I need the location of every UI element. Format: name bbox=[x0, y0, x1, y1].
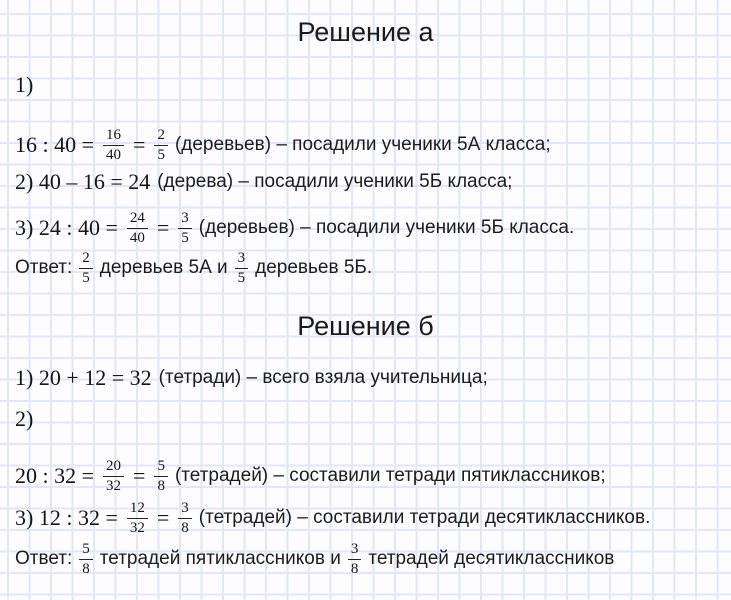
answer-label: Ответ: bbox=[15, 257, 73, 278]
fraction-denominator: 8 bbox=[347, 558, 362, 578]
fraction-numerator: 3 bbox=[181, 209, 189, 226]
answer-text: деревьев 5А и bbox=[99, 257, 228, 278]
solution-a-step1-line: 16 : 40 = 16 40 = 2 5 (деревьев) – посад… bbox=[15, 123, 731, 167]
math-lhs: 3) 12 : 32 = bbox=[15, 505, 118, 530]
fraction: 16 40 bbox=[103, 126, 125, 164]
math-expression: 1) 20 + 12 = 32 bbox=[15, 365, 152, 390]
fraction: 5 8 bbox=[79, 541, 93, 578]
fraction-numerator: 2 bbox=[82, 249, 90, 266]
fraction-denominator: 5 bbox=[154, 144, 168, 164]
equals-sign: = bbox=[156, 505, 170, 530]
fraction: 3 5 bbox=[234, 249, 249, 287]
solution-b-answer-line: Ответ: 5 8 тетрадей пятиклассников и 3 8… bbox=[15, 537, 731, 581]
fraction: 2 5 bbox=[154, 127, 168, 164]
step-description: (тетрадей) – составили тетради пятикласс… bbox=[174, 465, 606, 486]
fraction: 3 5 bbox=[178, 210, 192, 247]
step-description: (тетрадей) – составили тетради десятикла… bbox=[198, 507, 651, 528]
fraction-denominator: 5 bbox=[79, 267, 93, 287]
solution-b-step2-line: 20 : 32 = 20 32 = 5 8 (тетрадей) – соста… bbox=[15, 454, 731, 498]
step-number: 1) bbox=[15, 72, 34, 97]
fraction-numerator: 12 bbox=[129, 499, 145, 516]
fraction: 5 8 bbox=[154, 458, 168, 495]
math-expression: 2) 40 – 16 = 24 bbox=[15, 169, 151, 194]
step-description: (деревьев) – посадили ученики 5А класса; bbox=[174, 134, 551, 155]
step-number: 2) bbox=[15, 406, 34, 431]
fraction-denominator: 40 bbox=[126, 227, 148, 247]
step-description: (тетради) – всего взяла учительница; bbox=[158, 367, 488, 388]
solution-b-title: Решение б bbox=[297, 311, 434, 341]
solution-a-step3-line: 3) 24 : 40 = 24 40 = 3 5 (деревьев) – по… bbox=[15, 206, 731, 250]
fraction: 2 5 bbox=[79, 250, 93, 287]
math-lhs: 3) 24 : 40 = bbox=[15, 215, 118, 240]
fraction-numerator: 16 bbox=[106, 126, 122, 143]
fraction-denominator: 8 bbox=[154, 475, 168, 495]
fraction-denominator: 5 bbox=[234, 267, 249, 287]
fraction-numerator: 2 bbox=[157, 126, 165, 143]
step-description: (деревьев) – посадили ученики 5Б класса. bbox=[198, 217, 575, 238]
fraction-numerator: 20 bbox=[106, 457, 122, 474]
fraction: 3 8 bbox=[347, 540, 362, 578]
fraction-denominator: 8 bbox=[79, 558, 93, 578]
fraction: 24 40 bbox=[126, 209, 148, 247]
equals-sign: = bbox=[133, 132, 146, 157]
solution-a-answer-line: Ответ: 2 5 деревьев 5А и 3 5 деревьев 5Б… bbox=[15, 246, 731, 290]
answer-text: деревьев 5Б. bbox=[255, 257, 373, 278]
solution-b-step1-line: 1) 20 + 12 = 32 (тетради) – всего взяла … bbox=[15, 365, 731, 391]
fraction: 20 32 bbox=[103, 457, 125, 495]
fraction-numerator: 3 bbox=[181, 499, 189, 516]
equals-sign: = bbox=[156, 215, 170, 240]
fraction-numerator: 24 bbox=[129, 209, 145, 226]
fraction-numerator: 3 bbox=[237, 249, 246, 266]
fraction: 12 32 bbox=[126, 499, 148, 537]
fraction-numerator: 3 bbox=[350, 540, 359, 557]
fraction-denominator: 32 bbox=[103, 475, 125, 495]
fraction-denominator: 32 bbox=[126, 517, 148, 537]
solution-a-step2-line: 2) 40 – 16 = 24 (дерева) – посадили учен… bbox=[15, 169, 731, 195]
fraction-denominator: 40 bbox=[103, 144, 125, 164]
solution-a-title: Решение а bbox=[297, 17, 434, 47]
solution-b-step2-label: 2) bbox=[15, 406, 731, 432]
solution-a-step1-label: 1) bbox=[15, 72, 731, 98]
math-lhs: 20 : 32 = bbox=[15, 463, 95, 488]
fraction-numerator: 5 bbox=[82, 540, 90, 557]
answer-text: тетрадей пятиклассников и bbox=[99, 548, 341, 569]
answer-label: Ответ: bbox=[15, 548, 73, 569]
fraction-numerator: 5 bbox=[157, 457, 165, 474]
equals-sign: = bbox=[133, 463, 146, 488]
fraction-denominator: 5 bbox=[178, 227, 192, 247]
fraction: 3 8 bbox=[178, 500, 192, 537]
answer-text: тетрадей десятиклассников bbox=[368, 548, 615, 569]
step-description: (дерева) – посадили ученики 5Б класса; bbox=[157, 171, 513, 192]
solution-b-step3-line: 3) 12 : 32 = 12 32 = 3 8 (тетрадей) – со… bbox=[15, 496, 731, 540]
math-lhs: 16 : 40 = bbox=[15, 132, 95, 157]
fraction-denominator: 8 bbox=[178, 517, 192, 537]
